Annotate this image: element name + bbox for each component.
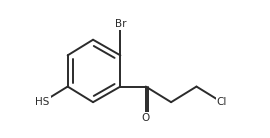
Text: O: O bbox=[141, 113, 150, 123]
Text: HS: HS bbox=[35, 97, 49, 107]
Text: Br: Br bbox=[114, 19, 126, 29]
Text: Cl: Cl bbox=[217, 97, 227, 107]
